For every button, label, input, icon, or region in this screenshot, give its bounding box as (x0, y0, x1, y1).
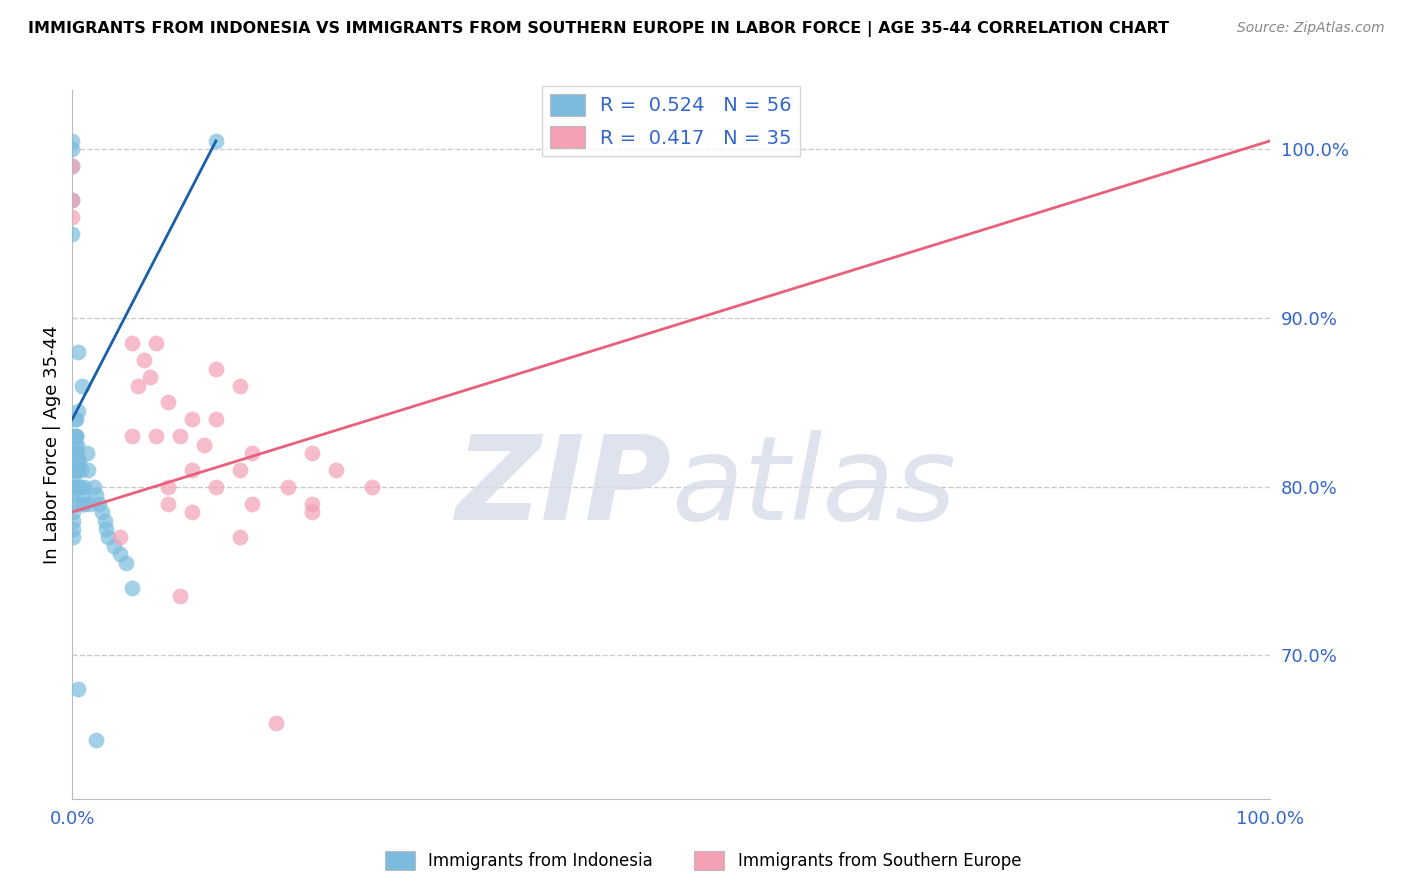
Point (169, 429, 191, 443)
Point (205, 480, 228, 494)
Point (145, 429, 167, 443)
Point (62, 488, 84, 502)
Point (108, 530, 131, 544)
Point (76, 463, 98, 477)
Point (84, 488, 107, 502)
Point (65, 412, 87, 426)
Point (240, 497, 263, 511)
Point (121, 581, 143, 595)
Point (97, 530, 120, 544)
Legend: R =  0.524   N = 56, R =  0.417   N = 35: R = 0.524 N = 56, R = 0.417 N = 35 (543, 86, 800, 156)
Point (229, 530, 252, 544)
Point (108, 547, 131, 561)
Point (301, 497, 323, 511)
Point (65, 429, 87, 443)
Point (103, 539, 125, 553)
Point (325, 463, 347, 477)
Y-axis label: In Labor Force | Age 35-44: In Labor Force | Age 35-44 (44, 326, 60, 564)
Point (60, 210, 83, 224)
Point (277, 480, 299, 494)
Point (65, 429, 87, 443)
Point (70, 378, 93, 392)
Point (62, 530, 84, 544)
Point (132, 353, 155, 368)
Point (73, 497, 96, 511)
Point (121, 336, 143, 351)
Point (66, 446, 89, 460)
Point (73, 480, 96, 494)
Point (67, 454, 90, 468)
Point (62, 497, 84, 511)
Point (301, 446, 323, 460)
Point (79, 497, 101, 511)
Text: Source: ZipAtlas.com: Source: ZipAtlas.com (1237, 21, 1385, 35)
Point (66, 437, 89, 451)
Point (205, 412, 228, 426)
Point (181, 505, 204, 519)
Point (63, 437, 86, 451)
Point (72, 497, 94, 511)
Point (169, 590, 191, 604)
Point (60, 143, 83, 157)
Point (62, 522, 84, 536)
Text: ZIP: ZIP (456, 430, 671, 545)
Point (60, 159, 83, 173)
Point (94, 522, 117, 536)
Point (60, 193, 83, 207)
Point (60, 134, 83, 148)
Point (145, 336, 167, 351)
Point (240, 446, 263, 460)
Point (63, 429, 86, 443)
Point (205, 361, 228, 376)
Point (63, 454, 86, 468)
Point (193, 437, 215, 451)
Point (157, 480, 180, 494)
Point (60, 159, 83, 173)
Point (67, 682, 90, 697)
Point (87, 497, 110, 511)
Point (69, 480, 91, 494)
Point (65, 446, 87, 460)
Point (139, 370, 162, 384)
Text: atlas: atlas (671, 430, 956, 544)
Point (84, 732, 107, 747)
Point (121, 429, 143, 443)
Point (62, 514, 84, 528)
Point (157, 395, 180, 409)
Point (67, 454, 90, 468)
Point (62, 463, 84, 477)
Point (205, 134, 228, 148)
Point (62, 480, 84, 494)
Point (67, 480, 90, 494)
Point (63, 412, 86, 426)
Point (60, 193, 83, 207)
Point (127, 378, 149, 392)
Point (65, 463, 87, 477)
Point (69, 463, 91, 477)
Point (301, 505, 323, 519)
Point (181, 463, 204, 477)
Point (115, 556, 138, 570)
Point (67, 404, 90, 418)
Point (83, 480, 105, 494)
Point (67, 344, 90, 359)
Point (93, 514, 115, 528)
Point (264, 715, 287, 730)
Point (91, 505, 114, 519)
Point (62, 505, 84, 519)
Point (70, 488, 93, 502)
Point (181, 412, 204, 426)
Point (67, 463, 90, 477)
Point (62, 471, 84, 485)
Point (360, 480, 382, 494)
Point (229, 463, 252, 477)
Point (60, 227, 83, 241)
Point (76, 446, 98, 460)
Text: IMMIGRANTS FROM INDONESIA VS IMMIGRANTS FROM SOUTHERN EUROPE IN LABOR FORCE | AG: IMMIGRANTS FROM INDONESIA VS IMMIGRANTS … (28, 21, 1170, 37)
Legend: Immigrants from Indonesia, Immigrants from Southern Europe: Immigrants from Indonesia, Immigrants fr… (378, 844, 1028, 877)
Point (157, 497, 180, 511)
Point (229, 378, 252, 392)
Point (66, 463, 89, 477)
